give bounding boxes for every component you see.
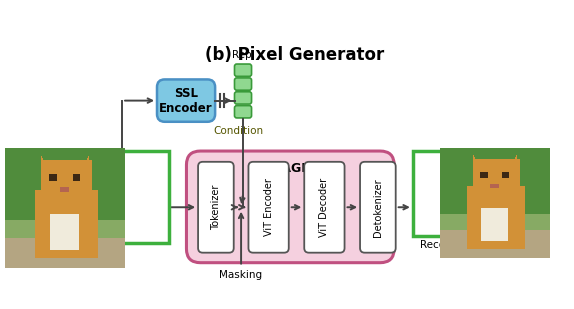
- Text: Masking: Masking: [219, 270, 262, 280]
- FancyBboxPatch shape: [235, 78, 251, 90]
- Bar: [76, 151, 169, 243]
- Text: Recon. Image: Recon. Image: [420, 239, 491, 250]
- FancyBboxPatch shape: [198, 162, 234, 253]
- Text: Rep.: Rep.: [231, 50, 254, 60]
- Text: Condition: Condition: [214, 126, 263, 136]
- Text: Tokenizer: Tokenizer: [211, 184, 221, 230]
- FancyBboxPatch shape: [157, 79, 215, 122]
- Text: ViT Encoder: ViT Encoder: [263, 178, 274, 236]
- Text: MAGE: MAGE: [270, 162, 311, 175]
- FancyBboxPatch shape: [249, 162, 289, 253]
- FancyBboxPatch shape: [235, 106, 251, 118]
- FancyBboxPatch shape: [187, 151, 394, 263]
- Bar: [413, 151, 498, 236]
- FancyBboxPatch shape: [304, 162, 344, 253]
- FancyBboxPatch shape: [360, 162, 395, 253]
- Text: SSL
Encoder: SSL Encoder: [159, 87, 213, 115]
- FancyBboxPatch shape: [235, 64, 251, 76]
- Text: ViT Decoder: ViT Decoder: [319, 178, 329, 237]
- Text: (b) Pixel Generator: (b) Pixel Generator: [204, 46, 384, 64]
- FancyBboxPatch shape: [235, 92, 251, 104]
- Text: Detokenizer: Detokenizer: [373, 178, 383, 237]
